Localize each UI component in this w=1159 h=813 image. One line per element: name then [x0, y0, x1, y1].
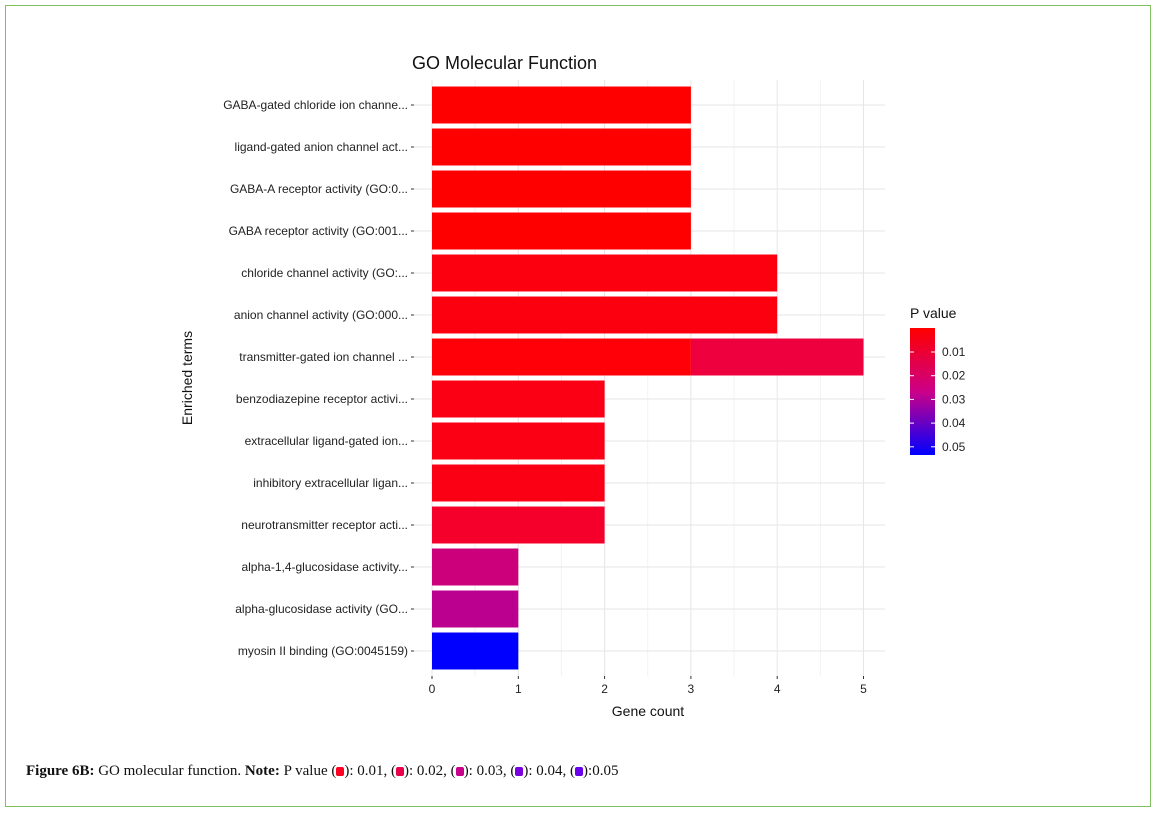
- y-tick-label: transmitter-gated ion channel ...: [239, 350, 408, 364]
- y-tick-label: GABA-gated chloride ion channe...: [223, 98, 408, 112]
- bar: [432, 296, 778, 334]
- y-tick-label: alpha-1,4-glucosidase activity...: [241, 560, 408, 574]
- x-tick-label: 1: [515, 682, 522, 696]
- bar: [432, 380, 605, 418]
- figure-caption: Figure 6B: GO molecular function. Note: …: [26, 763, 618, 780]
- pvalue-item: ): 0.04, (: [523, 763, 576, 779]
- pvalue-swatch: [336, 767, 345, 776]
- caption-label: Figure 6B:: [26, 763, 95, 779]
- bar: [432, 338, 691, 376]
- legend-tick-label: 0.02: [942, 369, 966, 383]
- y-tick-label: GABA-A receptor activity (GO:0...: [230, 182, 408, 196]
- bar: [432, 86, 691, 124]
- bar: [432, 590, 519, 628]
- legend-tick-label: 0.04: [942, 416, 966, 430]
- pvalue-swatch: [455, 767, 464, 776]
- y-tick-label: anion channel activity (GO:000...: [234, 308, 408, 322]
- bar: [432, 254, 778, 292]
- y-tick-label: neurotransmitter receptor acti...: [241, 518, 408, 532]
- y-tick-label: inhibitory extracellular ligan...: [253, 476, 408, 490]
- pvalue-swatch: [575, 767, 584, 776]
- y-tick-label: benzodiazepine receptor activi...: [236, 392, 408, 406]
- bar: [690, 338, 864, 376]
- bar: [432, 632, 519, 670]
- bar: [432, 464, 605, 502]
- y-tick-label: chloride channel activity (GO:...: [241, 266, 408, 280]
- caption-text: GO molecular function.: [94, 763, 245, 779]
- pvalue-item: ): 0.02, (: [404, 763, 456, 779]
- pvalue-swatch: [515, 767, 524, 776]
- x-tick-label: 3: [688, 682, 695, 696]
- y-tick-label: extracellular ligand-gated ion...: [245, 434, 408, 448]
- pvalue-item: ):0.05: [583, 763, 619, 779]
- x-tick-label: 2: [601, 682, 608, 696]
- bar: [432, 422, 605, 460]
- legend-tick-label: 0.03: [942, 392, 966, 406]
- bar: [432, 128, 691, 166]
- chart-title: GO Molecular Function: [412, 53, 597, 73]
- pvalue-item: ): 0.03, (: [463, 763, 516, 779]
- x-tick-label: 4: [774, 682, 781, 696]
- x-tick-label: 5: [860, 682, 867, 696]
- y-tick-label: alpha-glucosidase activity (GO...: [235, 602, 408, 616]
- y-tick-label: myosin II binding (GO:0045159): [238, 644, 408, 658]
- y-axis-title: Enriched terms: [179, 331, 195, 425]
- legend-tick-label: 0.01: [942, 345, 966, 359]
- bar: [432, 506, 605, 544]
- caption-note-prefix: P value (: [279, 763, 337, 779]
- bar: [432, 548, 519, 586]
- y-tick-label: GABA receptor activity (GO:001...: [229, 224, 408, 238]
- y-tick-label: ligand-gated anion channel act...: [235, 140, 408, 154]
- legend-title: P value: [910, 305, 957, 321]
- pvalue-item: ): 0.01, (: [344, 763, 397, 779]
- x-axis-title: Gene count: [612, 703, 684, 719]
- pvalue-swatch: [396, 767, 405, 776]
- bar: [432, 212, 691, 250]
- plot-panel: [414, 80, 885, 676]
- legend-tick-label: 0.05: [942, 440, 966, 454]
- caption-note-label: Note:: [244, 763, 280, 779]
- bar: [432, 170, 691, 208]
- x-tick-label: 0: [429, 682, 436, 696]
- legend-colorbar: [910, 328, 935, 455]
- figure-frame: [5, 5, 1151, 807]
